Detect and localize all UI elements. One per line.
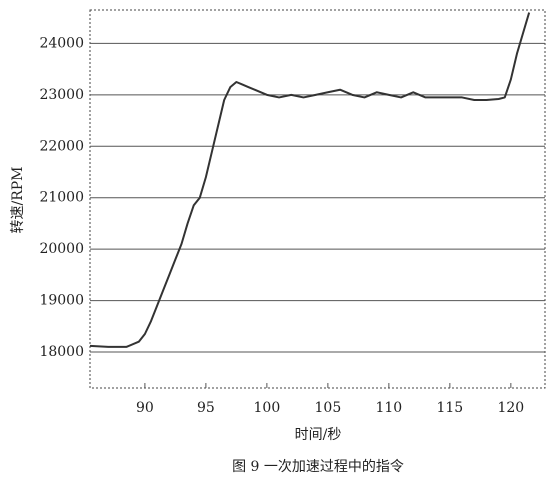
- plot-frame: [89, 9, 546, 389]
- y-tick-label: 21000: [39, 190, 84, 206]
- y-tick-label: 24000: [39, 35, 84, 51]
- x-tick-label: 100: [254, 400, 281, 416]
- y-tick-label: 18000: [39, 344, 84, 360]
- y-tick-label: 23000: [39, 87, 84, 103]
- data-line: [89, 12, 531, 348]
- x-tick-label: 115: [436, 400, 463, 416]
- y-tick-label: 19000: [39, 293, 84, 309]
- x-tick-label: 105: [315, 400, 342, 416]
- y-tick-label: 20000: [39, 241, 84, 257]
- y-axis-label: 转速/RPM: [10, 166, 26, 233]
- x-tick-label: 95: [197, 400, 215, 416]
- x-axis-label: 时间/秒: [295, 427, 342, 443]
- x-tick-label: 120: [497, 400, 524, 416]
- y-tick-label: 22000: [39, 138, 84, 154]
- x-tick-label: 110: [375, 400, 402, 416]
- caption: 图 9 一次加速过程中的指令: [232, 459, 404, 475]
- x-tick-label: 90: [136, 400, 154, 416]
